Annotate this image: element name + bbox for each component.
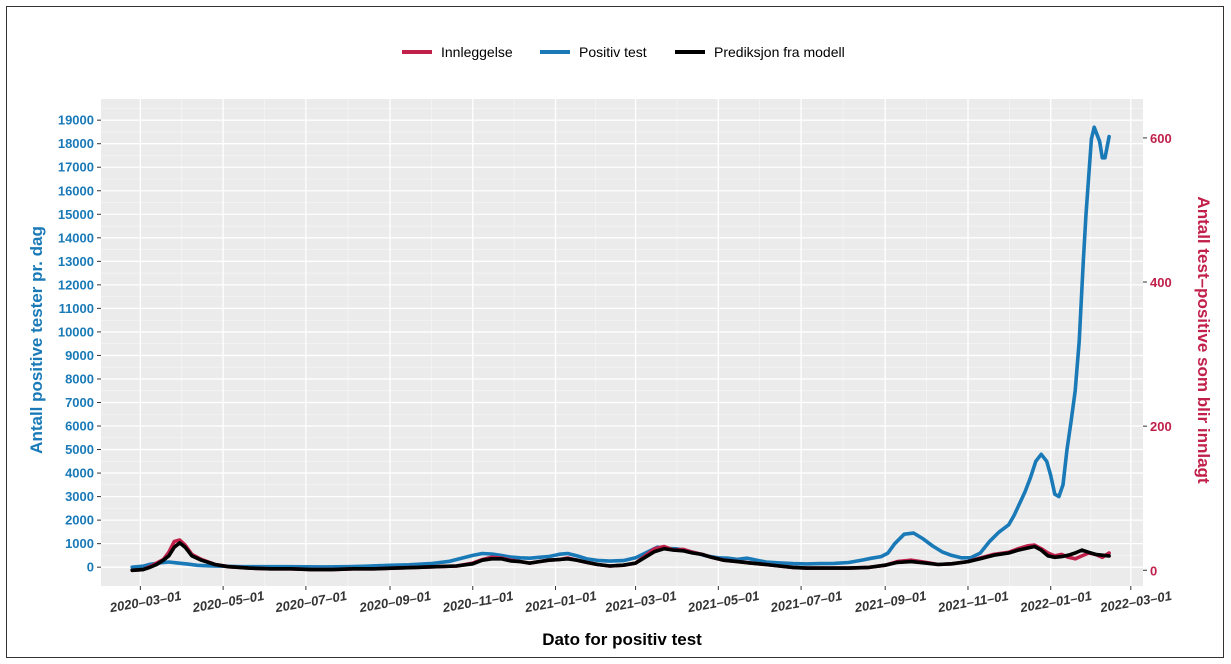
x-axis: 2020–03–01 2020–05–01 2020–07–01 2020–09–01… xyxy=(108,586,1173,615)
x-tick-label: 2021–01–01 xyxy=(523,588,598,616)
x-tick-label: 2020–11–01 xyxy=(441,588,515,615)
legend-item-prediksjon: Prediksjon fra modell xyxy=(675,44,845,60)
x-tick-label: 2021–03–01 xyxy=(603,588,678,616)
y-right-tick-label: 600 xyxy=(1150,131,1172,146)
y-left-tick-label: 8000 xyxy=(65,371,94,386)
y-left-tick-label: 4000 xyxy=(65,466,94,481)
series-line-prediksjon xyxy=(130,541,1111,573)
y-left-tick-label: 3000 xyxy=(65,489,94,504)
y-left-tick-label: 1000 xyxy=(65,536,94,551)
series-line-positiv-test xyxy=(130,125,1111,570)
y-axis-title-left: Antall positive tester pr. dag xyxy=(27,226,46,454)
grid-minor xyxy=(101,99,1143,586)
y-left-tick-label: 15000 xyxy=(58,207,94,222)
legend-label-positiv-test: Positiv test xyxy=(579,44,647,60)
y-left-tick-label: 11000 xyxy=(59,301,94,316)
x-tick-label: 2020–09–01 xyxy=(357,588,432,616)
series-layer xyxy=(130,125,1111,573)
x-tick-label: 2021–07–01 xyxy=(768,588,843,616)
chart-frame xyxy=(6,6,1224,658)
y-right-tick-label: 200 xyxy=(1150,419,1172,434)
x-tick-label: 2020–03–01 xyxy=(108,588,183,616)
y-left-tick-label: 19000 xyxy=(58,113,94,128)
legend-item-positiv-test: Positiv test xyxy=(540,44,647,60)
y-left-tick-label: 14000 xyxy=(58,230,94,245)
plot-panel xyxy=(101,99,1143,586)
x-axis-title: Dato for positiv test xyxy=(542,630,702,649)
x-tick-label: 2021–09–01 xyxy=(853,588,928,616)
legend: Innleggelse Positiv test Prediksjon fra … xyxy=(402,44,845,60)
y-left-tick-label: 9000 xyxy=(65,348,94,363)
y-left-tick-label: 17000 xyxy=(58,160,94,175)
y-left-tick-label: 2000 xyxy=(65,513,94,528)
grid-major xyxy=(101,99,1143,586)
x-tick-label: 2020–05–01 xyxy=(190,588,265,616)
y-left-tick-label: 5000 xyxy=(65,442,94,457)
y-left-tick-label: 6000 xyxy=(65,419,94,434)
left-axis: 0 1000 2000 3000 4000 5000 6000 7000 8000 9000 100… xyxy=(58,113,101,575)
x-tick-label: 2020–07–01 xyxy=(273,588,348,616)
legend-label-innleggelse: Innleggelse xyxy=(441,44,513,60)
y-right-tick-label: 0 xyxy=(1150,563,1157,578)
x-tick-label: 2021–05–01 xyxy=(686,588,761,616)
legend-item-innleggelse: Innleggelse xyxy=(402,44,513,60)
y-axis-title-right: Antall test–positive som blir innlagt xyxy=(1194,196,1213,483)
y-left-tick-label: 12000 xyxy=(58,277,94,292)
x-tick-label: 2021–11–01 xyxy=(936,588,1010,615)
x-tick-label: 2022–03–01 xyxy=(1098,588,1173,616)
y-left-tick-label: 0 xyxy=(87,560,94,575)
legend-label-prediksjon: Prediksjon fra modell xyxy=(714,44,845,60)
y-left-tick-label: 13000 xyxy=(58,254,94,269)
y-left-tick-label: 18000 xyxy=(58,136,94,151)
x-tick-label: 2022–01–01 xyxy=(1018,588,1093,616)
y-left-tick-label: 16000 xyxy=(58,183,94,198)
y-right-tick-label: 400 xyxy=(1150,275,1172,290)
y-left-tick-label: 10000 xyxy=(58,324,94,339)
y-left-tick-label: 7000 xyxy=(65,395,94,410)
right-axis: 0 200 400 600 xyxy=(1143,131,1172,578)
